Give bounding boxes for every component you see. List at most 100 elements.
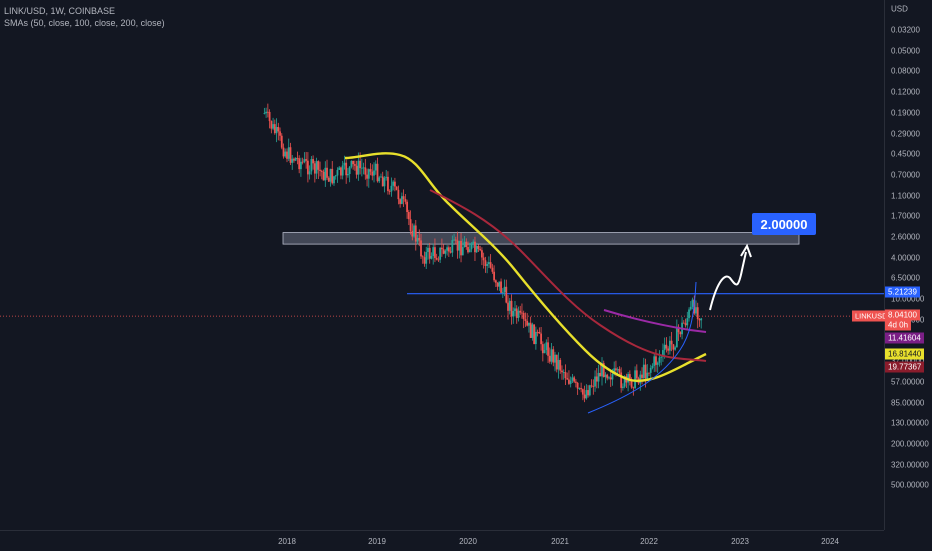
candle-body — [282, 147, 285, 157]
target-price-label[interactable]: 2.00000 — [752, 213, 816, 235]
candle-body — [498, 281, 501, 287]
candle-body — [479, 248, 482, 251]
candle-body — [397, 189, 400, 200]
sma100-badge: 19.77367 — [885, 361, 925, 373]
candle-body — [465, 241, 468, 248]
candle-body — [675, 326, 678, 348]
candle-body — [599, 372, 602, 377]
resistance-price-badge: 5.21239 — [885, 286, 920, 298]
candle-body — [562, 372, 565, 373]
price-tick: 130.00000 — [891, 418, 929, 428]
candle-body — [606, 374, 609, 379]
candle-body — [672, 344, 675, 350]
candle-body — [272, 124, 274, 129]
candle-body — [329, 168, 332, 182]
candle-body — [296, 157, 299, 159]
time-tick: 2020 — [459, 537, 477, 546]
candle-body — [512, 310, 515, 317]
support-arc — [587, 281, 697, 414]
candle-body — [588, 385, 591, 396]
candle-body — [357, 160, 360, 175]
candle-body — [581, 389, 584, 395]
time-tick: 2021 — [551, 537, 569, 546]
candle-body — [554, 354, 556, 363]
price-tick: 0.12000 — [891, 87, 920, 97]
time-tick: 2024 — [821, 537, 839, 546]
candle-body — [378, 177, 381, 182]
candle-body — [616, 369, 619, 371]
candle-body — [475, 246, 478, 253]
candle-body — [407, 212, 410, 220]
candle-body — [268, 111, 271, 122]
candle-body — [689, 306, 692, 310]
candle-body — [571, 377, 574, 381]
candle-body — [618, 369, 621, 373]
candle-body — [628, 374, 631, 380]
candle-body — [592, 385, 595, 387]
projection-arrowhead — [740, 243, 752, 258]
time-axis[interactable]: 2018 2019 2020 2021 2022 2023 2024 — [0, 530, 884, 551]
candle-body — [569, 380, 572, 384]
candle-body — [649, 367, 652, 373]
price-tick: 1.70000 — [891, 211, 920, 221]
price-axis[interactable]: USD 0.03200 0.05000 0.08000 0.12000 0.19000 0… — [884, 0, 932, 530]
candle-body — [639, 374, 642, 384]
candle-body — [540, 333, 542, 345]
candle-body — [663, 344, 666, 351]
candle-body — [291, 158, 294, 163]
candle-body — [400, 196, 403, 204]
candle-body — [352, 160, 355, 165]
candle-body — [467, 247, 469, 253]
candle-body — [427, 247, 429, 253]
candle-body — [682, 322, 685, 324]
candle-body — [423, 257, 426, 264]
sma50-line — [344, 152, 707, 382]
candle-body — [470, 243, 473, 250]
candle-body — [463, 241, 466, 248]
candle-body — [534, 331, 537, 345]
candle-body — [367, 169, 370, 179]
symbol-title[interactable]: LINK/USD, 1W, COINBASE — [4, 6, 116, 16]
candle-body — [442, 249, 445, 254]
price-plot[interactable] — [0, 0, 884, 530]
candle-body — [279, 131, 281, 136]
candle-body — [303, 159, 306, 162]
candle-body — [632, 387, 635, 389]
candle-body — [487, 262, 490, 265]
candle-body — [611, 373, 614, 380]
candle-body — [648, 372, 650, 374]
candle-body — [489, 262, 492, 268]
candle-body — [482, 257, 485, 261]
candle-body — [573, 377, 576, 382]
candle-body — [454, 239, 457, 241]
candle-body — [265, 111, 268, 114]
price-tick: 0.19000 — [891, 108, 920, 118]
time-tick: 2018 — [278, 537, 296, 546]
price-tick: 37.00000 — [891, 357, 924, 366]
candle-body — [449, 251, 452, 253]
candle-body — [289, 147, 292, 163]
indicator-legend[interactable]: SMAs (50, close, 100, close, 200, close) — [4, 18, 165, 28]
candle-body — [679, 332, 682, 335]
candle-body — [336, 169, 339, 176]
candle-body — [642, 364, 645, 378]
currency-label: USD — [891, 4, 908, 14]
candle-body — [263, 113, 266, 114]
candle-body — [312, 159, 315, 164]
candle-body — [594, 376, 596, 387]
candle-body — [496, 282, 499, 287]
candle-body — [345, 162, 348, 176]
candle-body — [493, 271, 496, 281]
candle-body — [524, 319, 527, 321]
price-tick: 0.03200 — [891, 25, 920, 35]
candle-body — [561, 370, 563, 373]
price-tick: 200.00000 — [891, 439, 929, 449]
candle-body — [461, 247, 464, 256]
candle-body — [414, 225, 417, 242]
candle-body — [587, 390, 589, 396]
candle-body — [340, 167, 342, 176]
candle-body — [371, 171, 374, 176]
time-tick: 2022 — [640, 537, 658, 546]
candle-body — [507, 302, 509, 311]
candle-body — [468, 249, 471, 253]
